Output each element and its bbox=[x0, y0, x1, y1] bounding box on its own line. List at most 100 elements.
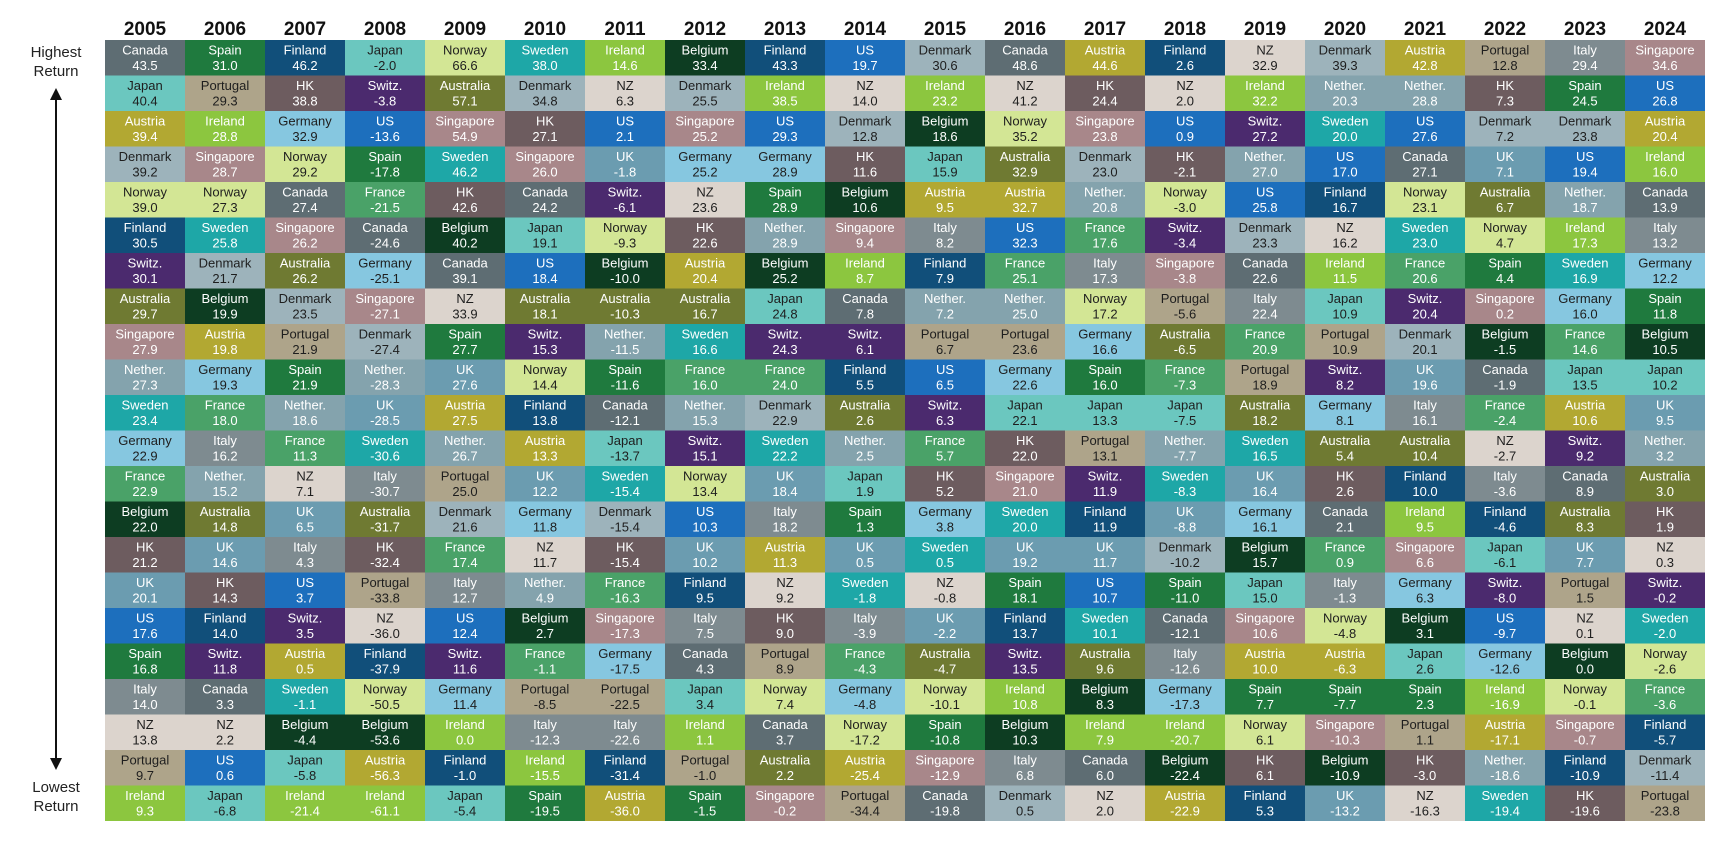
cell-country: France bbox=[1245, 327, 1285, 342]
cell-background bbox=[1545, 324, 1625, 360]
cell-background bbox=[1145, 75, 1225, 111]
cell-background bbox=[265, 608, 345, 644]
cell-return-value: 16.4 bbox=[1252, 484, 1277, 499]
cell-background bbox=[345, 714, 425, 750]
cell: Singapore-17.3 bbox=[585, 608, 665, 644]
cell: Switz.-6.1 bbox=[585, 182, 665, 218]
cell-background bbox=[665, 750, 745, 786]
cell-country: Germany bbox=[1158, 682, 1212, 697]
cell-background bbox=[1625, 75, 1705, 111]
cell-country: Austria bbox=[365, 753, 406, 768]
cell-background bbox=[1545, 395, 1625, 431]
cell-country: Australia bbox=[360, 504, 411, 519]
cell-country: Norway bbox=[1403, 185, 1448, 200]
cell-background bbox=[825, 40, 905, 76]
cell-background bbox=[665, 359, 745, 395]
cell-return-value: -11.6 bbox=[611, 378, 640, 393]
cell-return-value: -1.8 bbox=[854, 591, 876, 606]
cell-country: HK bbox=[1096, 78, 1114, 93]
cell-background bbox=[1465, 501, 1545, 537]
cell-country: Singapore bbox=[275, 220, 334, 235]
cell-return-value: 22.6 bbox=[692, 236, 717, 251]
cell-return-value: 21.9 bbox=[292, 342, 317, 357]
cell-return-value: -8.5 bbox=[534, 697, 556, 712]
cell-background bbox=[265, 111, 345, 147]
cell-background bbox=[1145, 785, 1225, 821]
cell-background bbox=[1545, 501, 1625, 537]
cell-country: Switz. bbox=[688, 433, 723, 448]
cell-country: Denmark bbox=[1159, 540, 1212, 555]
cell-background bbox=[1625, 466, 1705, 502]
cell-background bbox=[905, 750, 985, 786]
cell-return-value: 29.3 bbox=[772, 129, 797, 144]
cell-background bbox=[745, 111, 825, 147]
cell-country: Sweden bbox=[922, 540, 969, 555]
cell-return-value: 22.0 bbox=[132, 520, 157, 535]
cell-background bbox=[505, 111, 585, 147]
cell-return-value: 2.1 bbox=[616, 129, 634, 144]
cell-background bbox=[1545, 785, 1625, 821]
cell-country: Portugal bbox=[521, 682, 570, 697]
cell-return-value: -7.3 bbox=[1174, 378, 1196, 393]
cell-background bbox=[425, 253, 505, 289]
cell-return-value: -36.0 bbox=[610, 804, 640, 819]
cell-background bbox=[745, 40, 825, 76]
cell-background bbox=[1385, 572, 1465, 608]
cell-return-value: 8.2 bbox=[936, 236, 954, 251]
cell-country: Belgium bbox=[1562, 646, 1609, 661]
cell-country: Finland bbox=[1004, 611, 1047, 626]
cell-background bbox=[985, 75, 1065, 111]
cell-background bbox=[425, 75, 505, 111]
cell-country: France bbox=[1085, 220, 1125, 235]
cell-background bbox=[665, 146, 745, 182]
cell-return-value: 42.6 bbox=[452, 200, 477, 215]
cell-return-value: 13.8 bbox=[132, 733, 157, 748]
cell-return-value: -21.5 bbox=[370, 200, 400, 215]
cell-background bbox=[905, 217, 985, 253]
cell-background bbox=[1465, 182, 1545, 218]
cell-background bbox=[745, 146, 825, 182]
cell-return-value: 13.8 bbox=[532, 413, 557, 428]
cell-return-value: 7.7 bbox=[1256, 697, 1274, 712]
cell-country: HK bbox=[296, 78, 314, 93]
cell-return-value: -7.5 bbox=[1174, 413, 1196, 428]
cell-background bbox=[1065, 785, 1145, 821]
cell-background bbox=[665, 643, 745, 679]
cell-return-value: -53.6 bbox=[370, 733, 400, 748]
cell-background bbox=[185, 430, 265, 466]
cell-country: Austria bbox=[125, 114, 166, 129]
cell: Singapore-0.2 bbox=[745, 785, 825, 821]
cell-country: UK bbox=[856, 540, 874, 555]
cell-return-value: -2.7 bbox=[1494, 449, 1516, 464]
cell-country: HK bbox=[1336, 469, 1354, 484]
cell: Nether.15.3 bbox=[665, 395, 745, 431]
cell-return-value: 33.9 bbox=[452, 307, 477, 322]
cell-country: Norway bbox=[1243, 717, 1288, 732]
cell-country: Italy bbox=[1573, 43, 1597, 58]
cell-background bbox=[585, 395, 665, 431]
cell-return-value: -20.7 bbox=[1170, 733, 1200, 748]
cell-background bbox=[105, 501, 185, 537]
cell-return-value: 11.9 bbox=[1093, 484, 1117, 499]
cell-return-value: -1.1 bbox=[294, 697, 316, 712]
cell-country: Japan bbox=[367, 43, 402, 58]
cell-country: Germany bbox=[358, 256, 412, 271]
cell-return-value: 10.3 bbox=[692, 520, 717, 535]
cell-country: NZ bbox=[1096, 788, 1113, 803]
cell: Canada-12.1 bbox=[1145, 608, 1225, 644]
cell-return-value: 14.0 bbox=[132, 697, 157, 712]
